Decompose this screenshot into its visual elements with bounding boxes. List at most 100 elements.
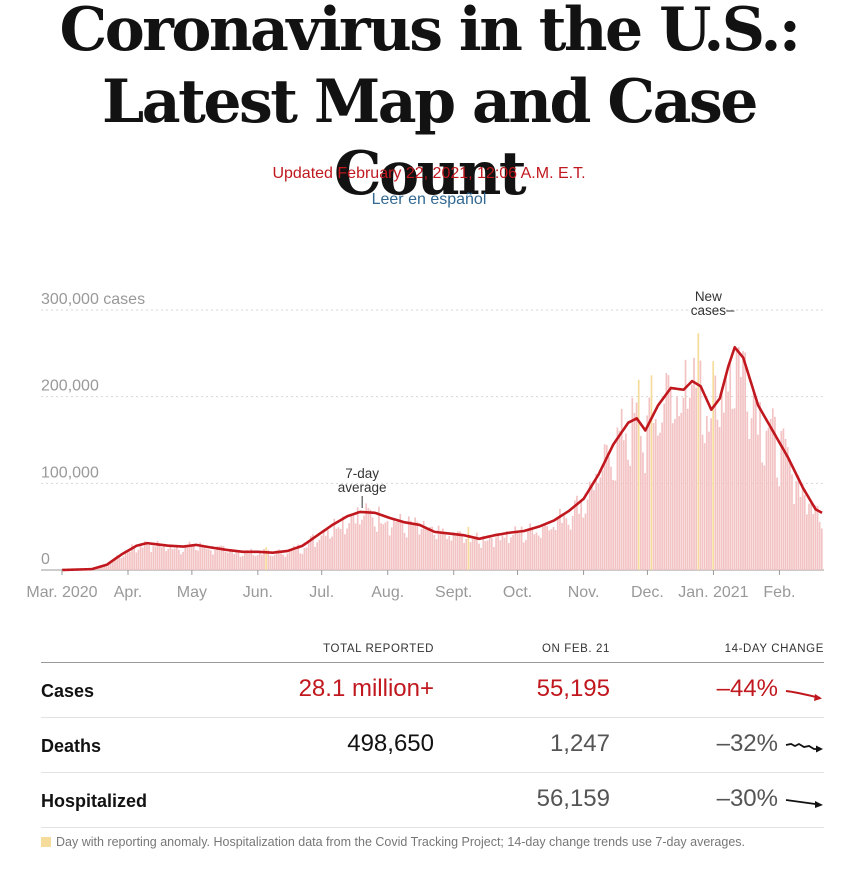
cases-chart: 0 100,000 200,000 300,000 cases Mar. 2020 Ap… (26, 289, 824, 601)
bar-new-cases (414, 517, 416, 570)
bar-new-cases (703, 443, 706, 570)
bar-new-cases (818, 521, 821, 570)
bar-new-cases (591, 485, 593, 570)
bar-new-cases (597, 483, 600, 570)
bar-new-cases (701, 434, 704, 570)
bar-new-cases (731, 408, 734, 570)
bar-new-cases (565, 518, 568, 570)
bar-new-cases (214, 549, 216, 570)
bar-new-cases (554, 530, 557, 570)
bar-new-cases (618, 430, 621, 570)
bar-new-cases (143, 541, 146, 570)
bar-new-cases (175, 546, 178, 570)
page-title: Coronavirus in the U.S.: Latest Map and … (0, 0, 858, 210)
bar-new-cases (439, 530, 442, 570)
bar-new-cases (476, 532, 478, 570)
hospitalized-change-value: –30% (716, 785, 778, 812)
bar-new-cases (178, 549, 180, 570)
bar-new-cases (586, 499, 589, 570)
footnote: Day with reporting anomaly. Hospitalizat… (41, 835, 745, 849)
bar-new-cases (171, 549, 174, 570)
seven-day-average-layer (61, 345, 823, 572)
bar-new-cases (275, 550, 278, 570)
bar-new-cases (478, 543, 480, 570)
bar-new-cases (529, 523, 531, 570)
bar-new-cases (312, 534, 314, 570)
bar-new-cases (137, 549, 140, 570)
bar-new-cases (390, 527, 393, 570)
cases-on-day-value: 55,195 (536, 675, 610, 702)
bar-new-cases (548, 530, 551, 570)
bar-new-cases (424, 529, 427, 570)
bar-new-cases (771, 408, 774, 570)
bar-new-cases (139, 546, 142, 570)
bar-new-cases (148, 544, 150, 570)
bar-new-cases (669, 386, 672, 570)
header-on-day: ON FEB. 21 (542, 643, 610, 655)
stats-table: TOTAL REPORTED ON FEB. 21 14-DAY CHANGE … (41, 640, 824, 828)
bar-new-cases (742, 351, 744, 570)
bar-new-cases (335, 528, 338, 570)
bar-new-cases (290, 548, 293, 570)
bar-new-cases (784, 439, 787, 570)
bar-new-cases (158, 544, 161, 570)
bar-new-cases (433, 534, 436, 570)
bar-new-cases (122, 556, 125, 570)
bar-new-cases (761, 462, 764, 570)
bar-new-cases (776, 477, 778, 570)
row-label-deaths: Deaths (41, 736, 102, 756)
bar-new-cases (254, 556, 257, 570)
bar-new-cases (459, 531, 461, 570)
bar-new-cases (820, 528, 823, 570)
page-title-line1: Coronavirus in the U.S.: (59, 0, 801, 65)
bar-new-cases (620, 408, 623, 570)
deaths-change-value: –32% (716, 730, 778, 757)
x-tick-label: Jun. (243, 584, 273, 601)
header-14-day-change: 14-DAY CHANGE (724, 643, 824, 655)
bar-new-cases (527, 530, 529, 570)
bar-new-cases (233, 554, 236, 570)
bar-new-cases (518, 532, 521, 570)
bar-new-cases (452, 532, 455, 570)
bar-new-cases (627, 459, 629, 570)
bar-new-cases (269, 555, 272, 570)
bar-new-cases (567, 524, 570, 570)
bar-new-cases (256, 554, 259, 570)
bar-new-cases (593, 490, 595, 570)
bar-new-cases (723, 412, 725, 570)
bar-new-cases (246, 550, 248, 570)
bar-new-cases (448, 535, 451, 570)
bar-new-cases (286, 553, 289, 570)
bar-new-cases (150, 552, 153, 570)
bar-new-cases (497, 534, 500, 570)
bar-new-cases (386, 520, 389, 570)
bar-new-cases (212, 554, 214, 570)
bar-new-cases (431, 526, 434, 570)
x-tick-label: Feb. (763, 584, 795, 601)
bar-new-cases (299, 553, 302, 570)
annotation-new-cases-line1: New (695, 289, 722, 304)
bar-new-cases (733, 408, 736, 570)
bar-new-cases (746, 411, 749, 570)
bar-new-cases (699, 360, 702, 570)
bar-new-cases (190, 546, 193, 570)
bar-new-cases (201, 546, 204, 570)
bar-new-cases (371, 517, 374, 570)
bar-new-cases (482, 535, 485, 570)
bar-new-cases (399, 513, 402, 570)
bar-new-cases (263, 549, 265, 570)
bar-new-cases (542, 526, 544, 570)
bar-new-cases (186, 544, 189, 570)
spanish-language-link[interactable]: Leer en español (371, 191, 487, 208)
x-axis-labels: Mar. 2020 Apr. May Jun. Jul. Aug. Sept. Oct. Nov… (26, 570, 795, 601)
bar-new-cases (446, 538, 448, 570)
y-tick-label: 100,000 (41, 464, 99, 481)
x-tick-label: Dec. (631, 584, 664, 601)
bar-new-cases (407, 516, 410, 570)
bar-new-cases (435, 539, 438, 570)
bar-new-cases (616, 427, 619, 570)
x-tick-label: Nov. (568, 584, 600, 601)
bar-new-cases (373, 526, 376, 570)
bar-new-cases (610, 466, 612, 570)
